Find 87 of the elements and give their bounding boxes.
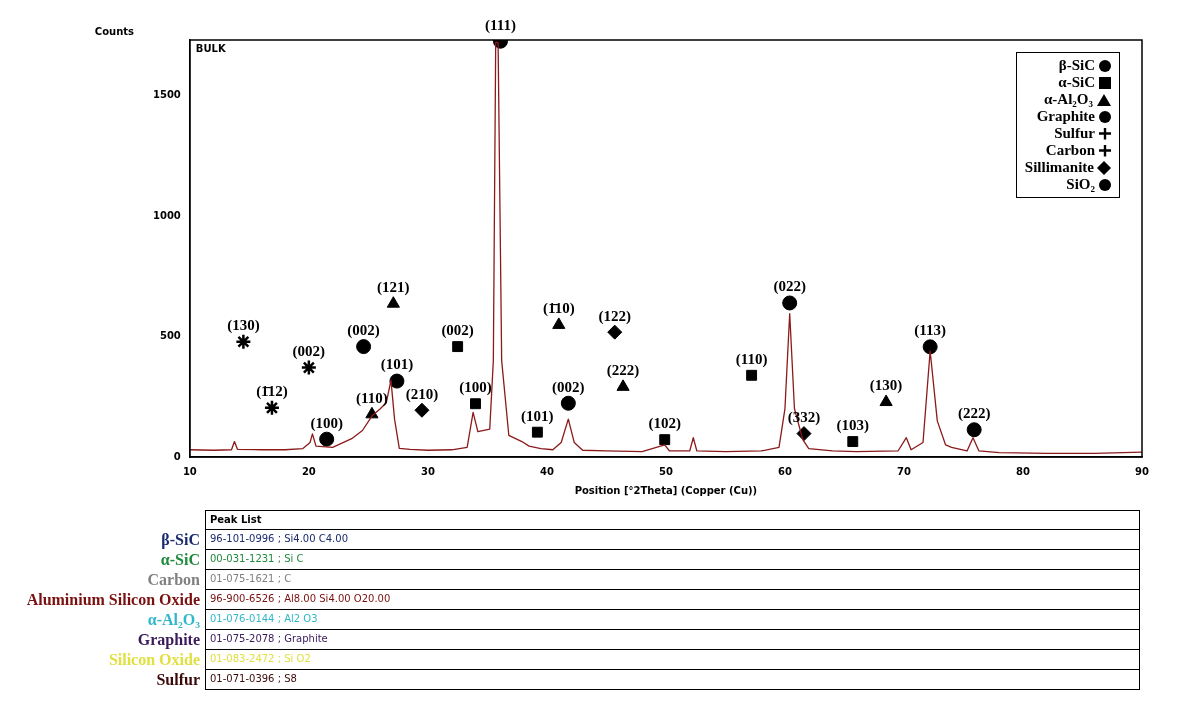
annotation: (130) (227, 317, 260, 335)
text: 01-083-2472 ; Si O2 (205, 650, 1140, 670)
category-label: α-SiC (159, 550, 201, 570)
annotation: (022) (773, 278, 806, 296)
point (782, 295, 798, 311)
annotation: (100) (310, 414, 343, 432)
point (319, 431, 335, 447)
x-tick-label: 40 (539, 465, 554, 477)
legend-label: Graphite (1036, 108, 1095, 125)
annotation: (111) (485, 16, 516, 34)
annotation: (222) (606, 362, 640, 380)
annotation: (122) (598, 307, 631, 325)
point (847, 436, 859, 448)
category-label: Sulfur (155, 670, 201, 690)
category-label: β-SiC (160, 530, 201, 550)
y-axis-title: Counts (94, 25, 135, 37)
text: 96-900-6526 ; Al8.00 Si4.00 O20.00 (205, 590, 1140, 610)
annotation: (222) (957, 405, 991, 423)
x-tick-label: 50 (658, 465, 673, 477)
x-tick-label: 10 (182, 465, 197, 477)
point (452, 341, 464, 353)
point (616, 379, 630, 391)
annotation: BULK (195, 42, 227, 54)
x-tick-label: 60 (777, 465, 792, 477)
annotation: (002) (552, 378, 585, 396)
point (414, 402, 430, 418)
annotation: (210) (405, 385, 439, 403)
point (470, 398, 481, 410)
annotation: (101) (380, 356, 414, 374)
legend-label: α-Al₂O₃ (1043, 91, 1093, 108)
x-tick-label: 70 (897, 465, 911, 477)
x-tick-label: 90 (1135, 465, 1149, 477)
text: 00-031-1231 ; Si C (205, 550, 1140, 570)
point (552, 317, 566, 329)
y-tick-label: 1500 (152, 89, 181, 101)
annotation: (110) (735, 350, 768, 368)
point (922, 339, 938, 355)
x-tick-label: 80 (1016, 465, 1030, 477)
annotation: (1̄12) (256, 383, 288, 401)
text: 01-075-2078 ; Graphite (205, 630, 1140, 650)
text: 01-076-0144 ; Al2 O3 (205, 610, 1140, 630)
y-tick-label: 0 (173, 450, 181, 462)
legend-label: β-SiC (1058, 57, 1095, 74)
point (746, 369, 758, 381)
point (389, 373, 405, 389)
category-label: Silicon Oxide (107, 650, 201, 670)
annotation: (102) (648, 415, 681, 433)
point (356, 339, 372, 355)
annotation: (1̄10) (542, 300, 575, 318)
legend-label: α-SiC (1058, 74, 1095, 91)
category-label: α-Al₂O₃ (146, 610, 201, 630)
annotation: (130) (869, 377, 903, 395)
point (531, 426, 543, 438)
point (966, 422, 982, 438)
text: 96-101-0996 ; Si4.00 C4.00 (205, 530, 1140, 550)
legend-label: Carbon (1045, 142, 1095, 159)
text: 01-075-1621 ; C (205, 570, 1140, 590)
annotation: (103) (836, 416, 870, 434)
text: 01-071-0396 ; S8 (205, 670, 1140, 690)
legend-label: SiO₂ (1066, 176, 1095, 193)
x-axis-title: Position [°2Theta] (Copper (Cu)) (574, 484, 758, 496)
annotation: (101) (521, 407, 554, 425)
point (235, 333, 252, 351)
point (607, 324, 623, 340)
y-tick-label: 1000 (152, 209, 181, 221)
text: Peak List (205, 510, 1140, 530)
legend-label: Sulfur (1054, 125, 1095, 142)
annotation: (002) (347, 321, 380, 339)
legend-label: Sillimanite (1024, 159, 1094, 176)
point (300, 359, 318, 376)
point (560, 395, 576, 411)
annotation: (113) (914, 322, 946, 340)
annotation: (002) (292, 342, 326, 360)
point (879, 394, 893, 407)
point (659, 434, 671, 446)
annotation: (110) (356, 389, 388, 407)
annotation: (002) (441, 321, 474, 339)
annotation: (121) (377, 279, 410, 297)
annotation: (100) (459, 379, 492, 397)
point (263, 399, 281, 417)
category-label: Aluminium Silicon Oxide (25, 590, 201, 610)
category-label: Graphite (136, 630, 201, 650)
x-tick-label: 30 (420, 465, 435, 477)
point (386, 296, 400, 308)
category-label: Carbon (146, 570, 201, 590)
y-tick-label: 500 (159, 330, 181, 342)
x-tick-label: 20 (301, 465, 316, 477)
